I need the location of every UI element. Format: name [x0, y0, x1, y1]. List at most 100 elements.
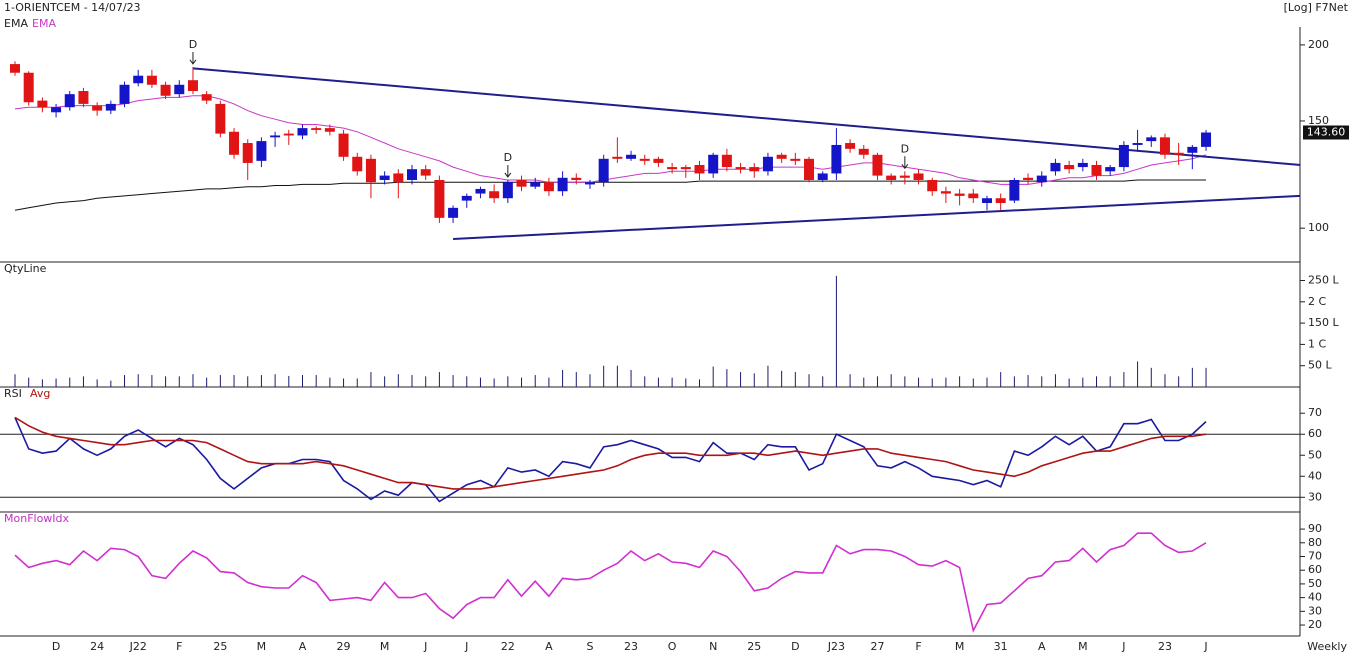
y-tick-label: 70 [1308, 406, 1322, 419]
trendline [192, 67, 1301, 166]
candle-body [489, 191, 500, 199]
legend-entry: EMA [32, 17, 56, 30]
event-arrow [189, 51, 197, 65]
candle-body [338, 133, 349, 157]
y-tick-label: 200 [1308, 38, 1329, 51]
last-price-box [1303, 125, 1349, 140]
candle-body [667, 167, 678, 170]
candle-body [1036, 175, 1047, 183]
candle-body [475, 188, 486, 194]
y-tick-label: 2 C [1308, 295, 1326, 308]
y-tick-label: 100 [1308, 221, 1329, 234]
candle-body [256, 141, 267, 161]
legend-entry: RSI [4, 387, 22, 400]
x-tick-label: J22 [129, 640, 147, 653]
x-tick-label: S [586, 640, 593, 653]
legend-entry: EMA [4, 17, 28, 30]
x-tick-label: 25 [213, 640, 227, 653]
candle-body [1077, 162, 1088, 168]
candle-body [626, 154, 637, 159]
x-tick-label: D [791, 640, 799, 653]
y-tick-label: 40 [1308, 591, 1322, 604]
x-tick-label: 24 [90, 640, 104, 653]
candle-body [1132, 143, 1143, 145]
y-tick-label: 30 [1308, 604, 1322, 617]
candle-body [365, 158, 376, 183]
candle-body [804, 158, 815, 180]
x-tick-label: 27 [870, 640, 884, 653]
candle-body [119, 84, 130, 104]
candle-body [1023, 177, 1034, 180]
candle-body [1091, 164, 1102, 176]
candle-body [1050, 162, 1061, 172]
candle-body [831, 144, 842, 174]
event-marker: D [901, 142, 909, 155]
candle-body [749, 167, 760, 172]
y-tick-label: 1 C [1308, 337, 1326, 350]
candle-body [968, 193, 979, 199]
y-tick-label: 40 [1308, 469, 1322, 482]
x-tick-label: F [915, 640, 921, 653]
candle-body [1187, 146, 1198, 153]
candle-body [735, 167, 746, 170]
x-tick-label: 29 [337, 640, 351, 653]
candle-body [995, 198, 1006, 203]
candle-body [1173, 152, 1184, 155]
x-tick-label: 31 [994, 640, 1008, 653]
candle-body [105, 103, 116, 111]
candle-body [51, 107, 62, 113]
candle-body [1118, 144, 1129, 168]
candle-body [270, 135, 281, 138]
y-tick-label: 30 [1308, 490, 1322, 503]
candle-body [516, 179, 527, 187]
candle-body [1159, 137, 1170, 155]
x-tick-label: A [545, 640, 553, 653]
x-axis-label: Weekly [1307, 640, 1347, 653]
candle-body [530, 182, 541, 187]
candle-body [64, 94, 75, 108]
candle-body [379, 175, 390, 180]
candle-body [174, 84, 185, 95]
x-tick-label: 22 [501, 640, 515, 653]
candle-body [954, 193, 965, 196]
candle-body [434, 179, 445, 218]
candle-body [886, 175, 897, 180]
event-marker: D [504, 151, 512, 164]
panel-title: QtyLine [4, 262, 47, 275]
candle-body [502, 182, 513, 199]
candle-body [461, 195, 472, 201]
x-tick-label: J [1121, 640, 1125, 653]
candle-body [1201, 132, 1212, 147]
candle-body [324, 128, 335, 132]
x-tick-label: M [955, 640, 965, 653]
candle-body [940, 191, 951, 194]
x-tick-label: D [52, 640, 60, 653]
event-marker: D [189, 38, 197, 51]
x-tick-label: J [423, 640, 427, 653]
x-tick-label: J23 [827, 640, 845, 653]
x-tick-label: O [668, 640, 677, 653]
y-tick-label: 90 [1308, 522, 1322, 535]
candle-body [913, 173, 924, 180]
candle-body [899, 175, 910, 178]
candle-body [1105, 167, 1116, 172]
y-tick-label: 20 [1308, 618, 1322, 631]
candle-body [420, 169, 431, 176]
candle-body [393, 173, 404, 183]
candle-body [845, 143, 856, 149]
candle-body [352, 156, 363, 172]
candle-body [1064, 164, 1075, 170]
y-tick-label: 60 [1308, 563, 1322, 576]
candle-body [1009, 179, 1020, 201]
candle-body [1146, 137, 1157, 142]
candle-body [762, 156, 773, 172]
candle-body [598, 158, 609, 183]
x-tick-label: M [257, 640, 267, 653]
x-tick-label: N [709, 640, 717, 653]
legend-entry: MonFlowIdx [4, 512, 70, 525]
y-tick-label: 50 L [1308, 359, 1332, 372]
legend-entry: Avg [30, 387, 50, 400]
series-line [14, 179, 1206, 211]
x-tick-label: J [1203, 640, 1207, 653]
candle-body [639, 158, 650, 161]
